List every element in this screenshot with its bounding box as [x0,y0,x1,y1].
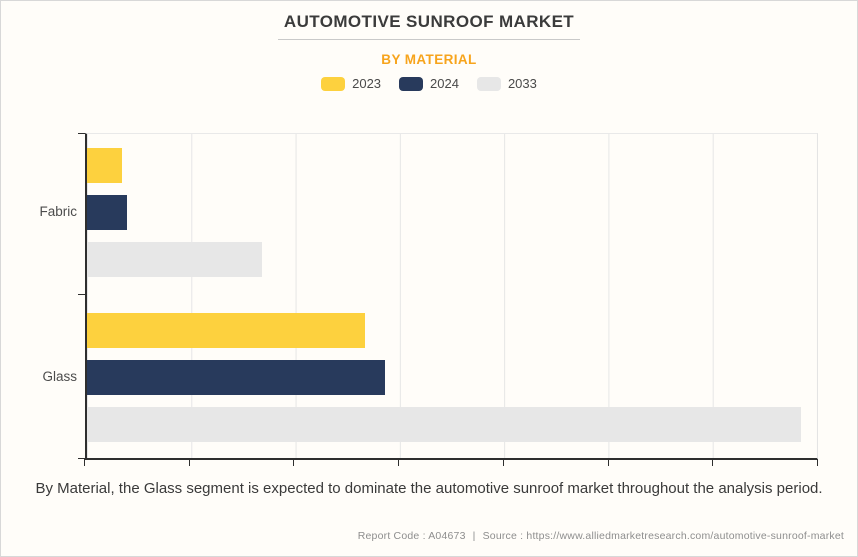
y-tick [78,133,85,134]
bar-fabric-2033[interactable] [87,242,263,277]
legend: 2023 2024 2033 [1,76,857,91]
x-tick [398,459,400,466]
source-text: Source : https://www.alliedmarketresearc… [482,530,844,542]
bar-glass-2024[interactable] [87,360,385,395]
page-title: AUTOMOTIVE SUNROOF MARKET [283,12,575,31]
x-tick [188,459,190,466]
chart-subtitle: BY MATERIAL [381,52,477,67]
title-underline [278,39,580,40]
x-tick [607,459,609,466]
x-tick [84,459,85,466]
report-footer: Report Code : A04673 | Source : https://ww… [358,530,844,542]
legend-item-2024[interactable]: 2024 [399,76,459,91]
bar-fabric-2023[interactable] [87,148,123,183]
chart-caption: By Material, the Glass segment is expect… [35,480,823,497]
bar-group-glass [87,313,817,442]
legend-label: 2023 [352,76,382,91]
bar-fabric-2024[interactable] [87,195,128,230]
x-tick [502,459,504,466]
bar-glass-2033[interactable] [87,407,801,442]
report-code: Report Code : A04673 [357,530,466,542]
y-tick [78,458,85,459]
legend-item-2023[interactable]: 2023 [321,76,381,91]
bar-glass-2023[interactable] [87,313,366,348]
y-tick [78,294,85,295]
x-tick [817,459,818,466]
y-axis-ticks [78,133,85,460]
legend-item-2033[interactable]: 2033 [476,76,537,91]
category-labels: Fabric Glass [1,133,77,460]
legend-swatch-2023 [321,76,346,91]
category-label-fabric: Fabric [39,204,77,219]
bar-group-fabric [87,148,817,277]
legend-label: 2033 [507,76,537,91]
legend-label: 2024 [430,76,459,91]
x-axis-ticks [84,459,818,466]
legend-swatch-2024 [399,76,424,91]
legend-swatch-2033 [476,76,501,91]
footer-separator: | [472,530,476,542]
plot-area [85,133,818,460]
x-tick [293,459,295,466]
x-tick [712,459,714,466]
category-label-glass: Glass [42,369,77,384]
